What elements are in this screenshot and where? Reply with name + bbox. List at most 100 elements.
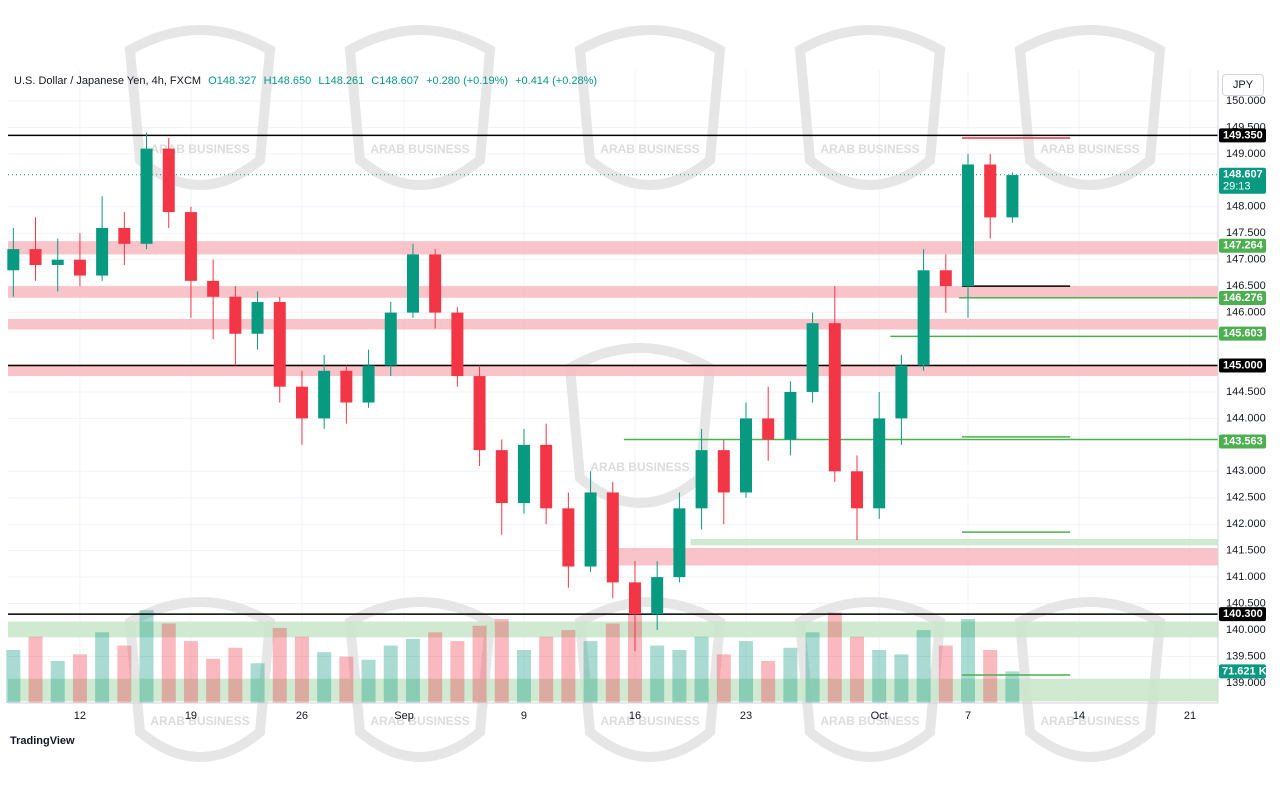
candle-body (1006, 175, 1019, 218)
candle-body (873, 418, 886, 509)
y-tick-label: 144.500 (1226, 386, 1266, 398)
candle-body (495, 450, 508, 504)
ohlc-open: O148.327 (208, 75, 257, 87)
volume-bar (583, 641, 598, 703)
zone (610, 548, 1218, 566)
y-tick-label: 142.500 (1226, 492, 1266, 504)
volume-bar (716, 654, 731, 703)
candle-body (673, 508, 686, 578)
volume-bar (827, 612, 842, 703)
volume-bar (539, 636, 554, 703)
y-tick-label: 144.000 (1226, 412, 1266, 424)
volume-bar (805, 632, 820, 703)
candle-body (962, 164, 975, 287)
watermark-text: ARAB BUSINESS (370, 714, 469, 728)
zone (8, 318, 1218, 330)
watermark-text: ARAB BUSINESS (600, 142, 699, 156)
candle-body (806, 323, 819, 392)
watermark-text: ARAB BUSINESS (600, 714, 699, 728)
x-tick-label: 16 (629, 710, 641, 722)
volume-bar (72, 654, 87, 703)
candle-body (628, 582, 641, 615)
x-tick-label: 23 (740, 710, 752, 722)
candle-body (7, 249, 20, 271)
price-label-box (1219, 607, 1266, 622)
x-tick-label: Sep (394, 710, 414, 722)
candle-body (473, 376, 486, 451)
watermark-shield (574, 597, 726, 762)
x-tick-label: 14 (1073, 710, 1085, 722)
x-tick-label: 12 (74, 710, 86, 722)
candle-body (140, 148, 153, 244)
x-tick-label: 21 (1184, 710, 1196, 722)
watermark-shield (344, 25, 496, 190)
watermark-shield (344, 597, 496, 762)
price-label: 148.607 (1223, 169, 1263, 181)
volume-bar (961, 619, 976, 703)
y-tick-label: 146.500 (1226, 280, 1266, 292)
y-tick-label: 148.000 (1226, 201, 1266, 213)
volume-bar (894, 654, 909, 703)
volume-bar (938, 645, 953, 703)
price-label: 146.276 (1223, 292, 1263, 304)
volume-bar (117, 645, 132, 703)
volume-bar (228, 647, 243, 703)
volume-bar (317, 652, 332, 703)
volume-bar (6, 649, 21, 703)
y-tick-label: 149.000 (1226, 148, 1266, 160)
y-tick-label: 147.000 (1226, 254, 1266, 266)
candle-body (96, 227, 109, 276)
volume-label: 71.621 K (1222, 665, 1267, 677)
price-label: 149.350 (1223, 129, 1263, 141)
candle-body (273, 302, 286, 387)
volume-bar (1005, 671, 1020, 703)
watermark-text: ARAB BUSINESS (820, 714, 919, 728)
zone (8, 678, 1218, 702)
candle-body (207, 280, 220, 297)
volume-bar (561, 630, 576, 703)
volume-bar (28, 636, 43, 703)
watermark-shield (574, 25, 726, 190)
brand: TradingView (10, 735, 75, 747)
volume-bar (139, 610, 154, 703)
y-tick-label: 139.500 (1226, 650, 1266, 662)
candle-body (229, 296, 242, 334)
volume-bar (472, 625, 487, 703)
price-label-box (1219, 434, 1266, 449)
x-tick-label: 19 (185, 710, 197, 722)
price-label: 143.563 (1223, 435, 1263, 447)
volume-bar (694, 636, 709, 703)
volume-bar (294, 636, 309, 703)
volume-bar (183, 641, 198, 703)
candle-body (917, 270, 930, 366)
candle-body (562, 508, 575, 567)
volume-bar (627, 614, 642, 703)
candle-body (540, 444, 553, 509)
candle-body (651, 577, 664, 615)
watermark-text: ARAB BUSINESS (370, 142, 469, 156)
volume-bar (95, 632, 110, 703)
candle-body (762, 418, 775, 440)
volume-bar (50, 661, 65, 703)
y-tick-label: 140.000 (1226, 624, 1266, 636)
volume-bar (672, 649, 687, 703)
watermark-shield (794, 597, 946, 762)
zone (8, 241, 1218, 255)
price-label-box (1219, 238, 1266, 253)
candle-body (429, 254, 442, 313)
price-label-box (1219, 358, 1266, 373)
candle-body (984, 164, 997, 218)
volume-bar (450, 641, 465, 703)
price-label-box (1219, 290, 1266, 305)
volume-bar (206, 658, 221, 703)
ohlc-close: C148.607 (371, 75, 420, 87)
price-label: 140.300 (1223, 608, 1263, 620)
volume-bar (849, 636, 864, 703)
watermark-text: ARAB BUSINESS (150, 714, 249, 728)
candle-body (695, 450, 708, 509)
currency-button[interactable]: JPY (1222, 74, 1264, 96)
y-tick-label: 147.500 (1226, 227, 1266, 239)
x-tick-label: 9 (521, 710, 527, 722)
